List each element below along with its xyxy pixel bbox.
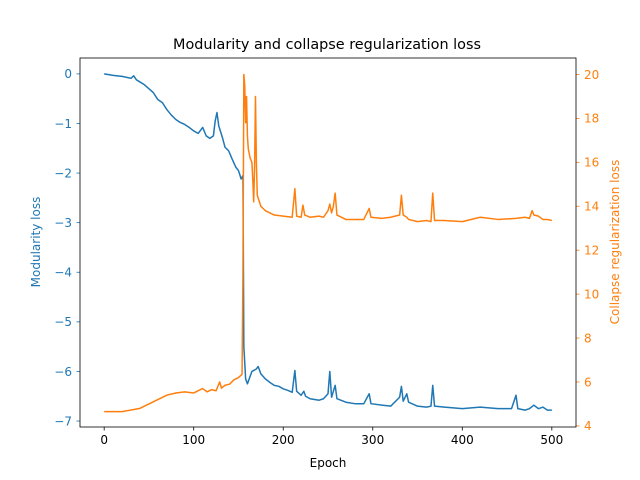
collapse-loss-line [104,73,553,413]
modularity-loss-line [104,73,552,411]
x-axis-label: Epoch [310,456,347,470]
left-y-axis-label: Modularity loss [29,197,43,288]
plot-frame [79,57,577,428]
plot-area [104,73,553,413]
right-y-tick-label: 12 [584,243,599,257]
left-y-tick-label: 0 [64,67,72,81]
x-tick-label: 200 [272,433,295,447]
x-tick-label: 500 [540,433,563,447]
x-tick-label: 300 [361,433,384,447]
left-y-tick-label: −7 [54,414,72,428]
right-y-tick-label: 16 [584,156,599,170]
left-y-axis: 0 −1 −2 −3 −4 −5 −6 −7 [54,67,80,428]
left-y-tick-label: −1 [54,117,72,131]
right-y-tick-label: 20 [584,68,599,82]
x-tick-label: 0 [100,433,108,447]
x-tick-label: 100 [182,433,205,447]
x-tick-label: 400 [451,433,474,447]
right-y-tick-label: 10 [584,287,599,301]
left-y-tick-label: −2 [54,166,72,180]
x-axis: 0 100 200 300 400 500 [100,427,563,447]
left-y-tick-label: −6 [54,365,72,379]
right-y-axis: 4 6 8 10 12 14 16 18 20 [576,68,599,433]
left-y-tick-label: −3 [54,216,72,230]
right-y-tick-label: 4 [584,419,592,433]
left-y-tick-label: −5 [54,315,72,329]
right-y-tick-label: 6 [584,375,592,389]
right-y-axis-label: Collapse regularization loss [608,160,622,325]
left-y-tick-label: −4 [54,266,72,280]
chart-title: Modularity and collapse regularization l… [173,37,481,53]
right-y-tick-label: 18 [584,112,599,126]
right-y-tick-label: 8 [584,331,592,345]
right-y-tick-label: 14 [584,200,599,214]
